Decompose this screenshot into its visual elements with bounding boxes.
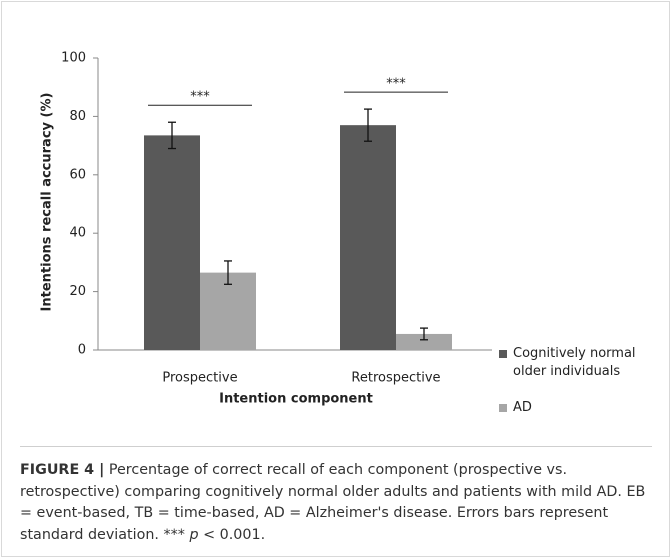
x-tick-label: Prospective [162,371,237,386]
significance-label: *** [190,90,210,105]
separator [20,446,652,447]
caption-label: FIGURE 4 | [20,462,105,478]
error-bar [364,108,372,142]
legend-label: AD [513,400,532,415]
y-axis-label: Intentions recall accuracy (%) [40,93,55,312]
caption-tail: < 0.001. [203,526,266,543]
legend: Cognitively normal older individuals AD [499,345,663,435]
legend-swatch [499,350,507,358]
legend-swatch [499,404,507,412]
significance-label: *** [386,77,406,92]
bar [340,125,396,350]
bar [144,135,200,350]
bar [200,272,256,350]
chart: Intentions recall accuracy (%) Intention… [40,51,492,407]
legend-item: Cognitively normal older individuals [499,345,663,381]
y-tick-label: 60 [69,167,86,182]
y-tick-label: 0 [78,343,86,358]
error-bar [420,327,428,341]
legend-item: AD [499,399,663,417]
caption-text: Percentage of correct recall of each com… [20,462,646,543]
y-tick-label: 40 [69,226,86,241]
legend-label: Cognitively normal older individuals [513,346,636,379]
bar [396,333,452,350]
y-tick-label: 20 [69,284,86,299]
error-bar [168,121,176,150]
y-tick-label: 80 [69,109,86,124]
caption-p: p [189,526,199,543]
caption: FIGURE 4 | Percentage of correct recall … [20,460,656,546]
x-tick-label: Retrospective [351,371,440,386]
error-bar [224,260,232,285]
x-axis-label: Intention component [219,392,373,407]
y-tick-label: 100 [61,51,86,66]
